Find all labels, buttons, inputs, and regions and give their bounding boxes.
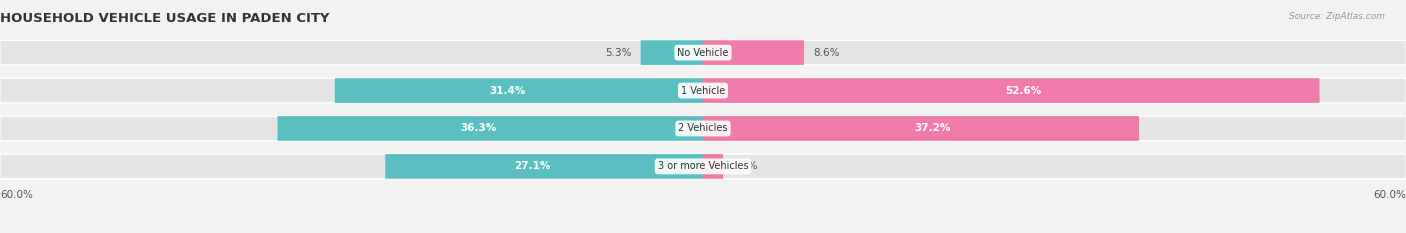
FancyBboxPatch shape [703,40,804,65]
FancyBboxPatch shape [0,116,1406,141]
Text: 37.2%: 37.2% [914,123,950,134]
Text: Source: ZipAtlas.com: Source: ZipAtlas.com [1289,12,1385,21]
FancyBboxPatch shape [277,116,703,141]
Text: 36.3%: 36.3% [461,123,496,134]
Text: 1.7%: 1.7% [733,161,759,171]
FancyBboxPatch shape [703,78,1319,103]
Text: 27.1%: 27.1% [515,161,551,171]
FancyBboxPatch shape [335,78,703,103]
Text: HOUSEHOLD VEHICLE USAGE IN PADEN CITY: HOUSEHOLD VEHICLE USAGE IN PADEN CITY [0,12,329,25]
FancyBboxPatch shape [385,154,703,179]
Text: No Vehicle: No Vehicle [678,48,728,58]
Text: 60.0%: 60.0% [0,190,32,200]
Text: 1 Vehicle: 1 Vehicle [681,86,725,96]
Text: 52.6%: 52.6% [1005,86,1040,96]
FancyBboxPatch shape [0,154,1406,179]
FancyBboxPatch shape [0,78,1406,103]
FancyBboxPatch shape [703,154,723,179]
Text: 5.3%: 5.3% [605,48,631,58]
FancyBboxPatch shape [703,116,1139,141]
Text: 3 or more Vehicles: 3 or more Vehicles [658,161,748,171]
Text: 2 Vehicles: 2 Vehicles [678,123,728,134]
Text: 8.6%: 8.6% [813,48,839,58]
Text: 60.0%: 60.0% [1374,190,1406,200]
Text: 31.4%: 31.4% [489,86,526,96]
FancyBboxPatch shape [0,40,1406,65]
FancyBboxPatch shape [641,40,703,65]
